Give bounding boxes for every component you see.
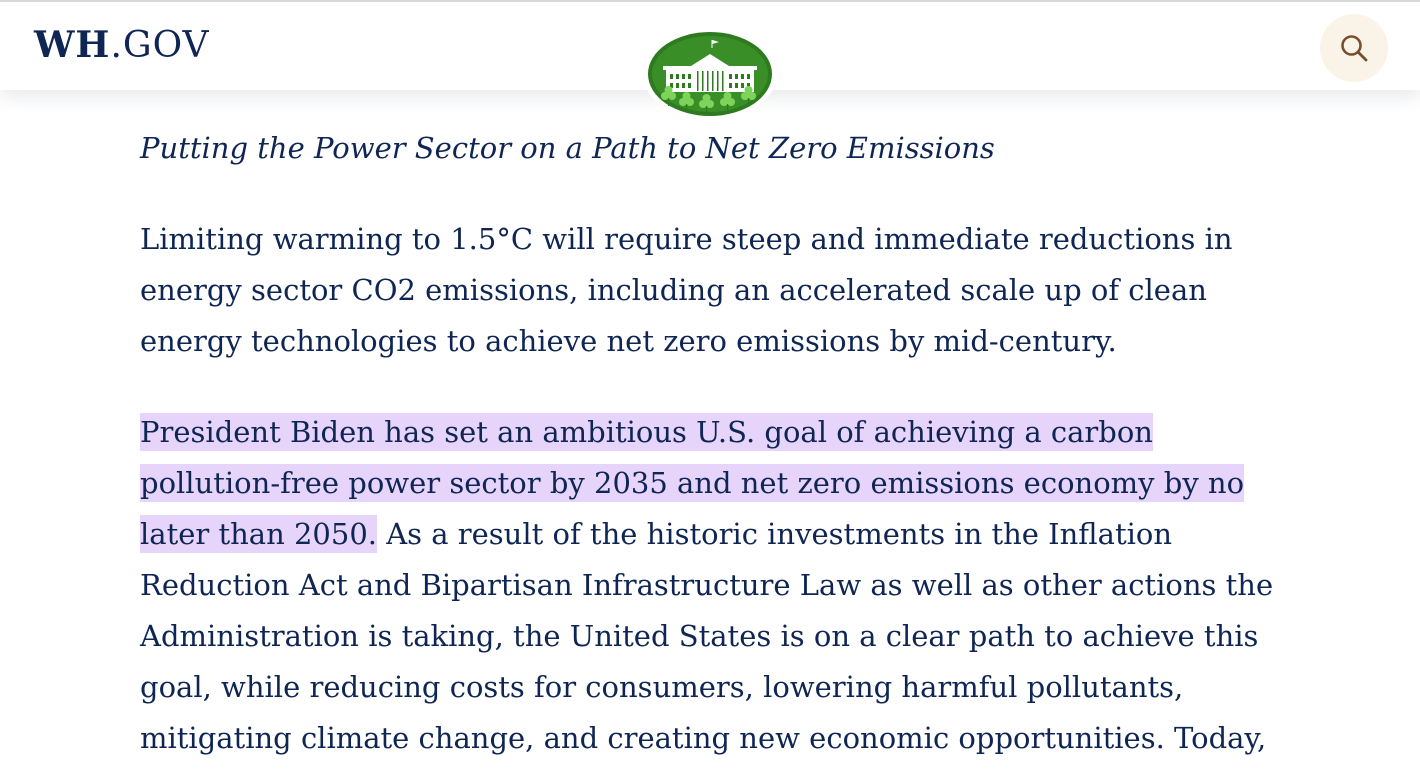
white-house-seal-icon[interactable] (641, 26, 779, 124)
paragraph-goal-rest: As a result of the historic investments … (140, 517, 1274, 755)
section-subheading: Putting the Power Sector on a Path to Ne… (140, 131, 995, 165)
paragraph-warming: Limiting warming to 1.5°C will require s… (140, 222, 1233, 358)
logo-gov: .GOV (110, 25, 210, 66)
logo-wh: WH (34, 24, 111, 66)
search-icon (1341, 35, 1368, 62)
article-body: Putting the Power Sector on a Path to Ne… (140, 125, 1300, 764)
search-button[interactable] (1320, 14, 1388, 82)
paragraph-goal: President Biden has set an ambitious U.S… (140, 407, 1300, 764)
site-logo[interactable]: WH.GOV (34, 24, 210, 66)
